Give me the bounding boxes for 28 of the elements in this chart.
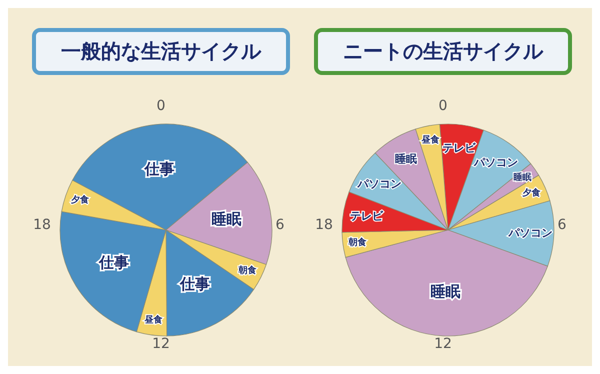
slice-label: 仕事 <box>144 160 175 178</box>
slice-label: 睡眠 <box>430 282 460 300</box>
text: 6 <box>558 217 567 233</box>
text: 0 <box>438 98 448 114</box>
text: 18 <box>315 217 333 233</box>
slice-label: 仕事 <box>179 275 210 294</box>
slice-label: 朝食 <box>348 236 368 248</box>
text: 0 <box>156 98 166 114</box>
text: 12 <box>434 336 452 352</box>
slice-label: 朝食 <box>238 264 258 276</box>
slice-label: テレビ <box>442 142 476 155</box>
slice-label: 昼食 <box>420 134 440 146</box>
slice-label: 睡眠 <box>211 210 242 228</box>
slice-label: 睡眠 <box>394 152 417 166</box>
slice-label: 仕事 <box>98 254 129 272</box>
slice-label: 夕食 <box>70 194 90 206</box>
slice-label: テレビ <box>350 209 384 222</box>
slice-label: パソコン <box>472 156 518 170</box>
chart-title: 一般的な生活サイクル <box>32 28 290 75</box>
slice-label: 睡眠 <box>514 172 532 183</box>
text: 12 <box>152 336 170 352</box>
slice-label: パソコン <box>356 177 402 190</box>
chart-title: ニートの生活サイクル <box>314 28 572 75</box>
slice-label: 夕食 <box>522 188 542 199</box>
slice-label: パソコン <box>508 226 553 240</box>
text: 18 <box>33 217 51 233</box>
slice-label: 昼食 <box>144 314 164 326</box>
text: 6 <box>276 217 285 233</box>
